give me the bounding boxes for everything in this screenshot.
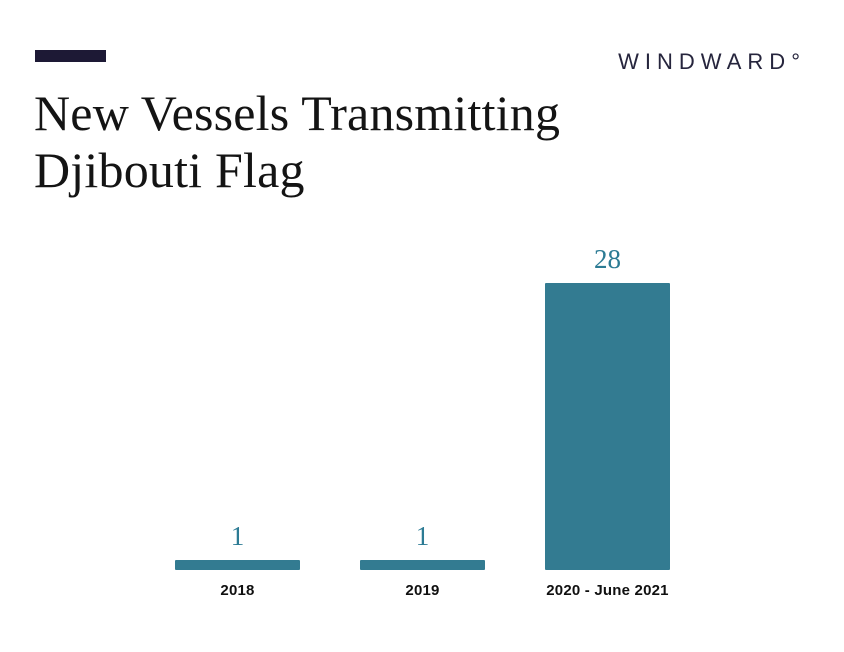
bar-value-label: 28 [594, 244, 621, 274]
bar [175, 560, 300, 570]
bar [545, 283, 670, 570]
page-title: New Vessels Transmitting Djibouti Flag [34, 85, 560, 199]
title-line-2: Djibouti Flag [34, 142, 305, 198]
bar-group-2019: 1 [360, 523, 485, 570]
accent-dash [35, 50, 106, 62]
x-axis-labels: 2018 2019 2020 - June 2021 [175, 582, 670, 599]
bar-group-2020 - June 2021: 28 [545, 246, 670, 570]
x-axis-label: 2019 [405, 582, 440, 599]
bar-value-label: 1 [230, 521, 245, 551]
title-line-1: New Vessels Transmitting [34, 85, 561, 141]
bar-chart: 1 1 28 [175, 246, 670, 570]
bar [360, 560, 485, 570]
bar-group-2018: 1 [175, 523, 300, 570]
bar-value-label: 1 [415, 521, 430, 551]
windward-logo: WINDWARD° [618, 49, 806, 74]
x-axis-label: 2020 - June 2021 [546, 582, 669, 599]
x-axis-label: 2018 [220, 582, 255, 599]
